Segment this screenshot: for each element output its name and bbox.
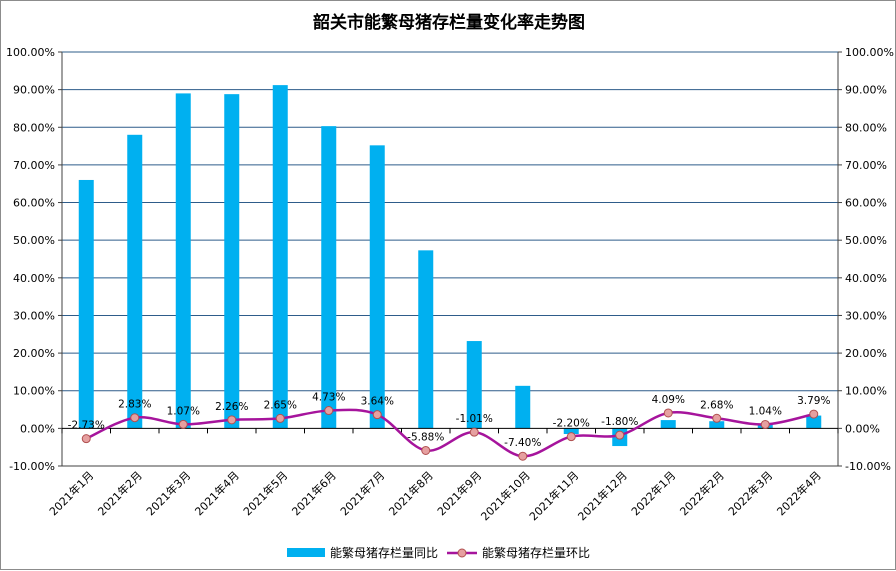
bar-yoy — [515, 385, 531, 429]
marker-mom — [421, 445, 431, 455]
data-label-mom: -2.73% — [68, 420, 105, 432]
x-tick-label: 2022年1月 — [628, 468, 678, 518]
y-tick-right: 50.00% — [845, 234, 887, 247]
bar-yoy — [418, 250, 434, 429]
y-tick-right: 20.00% — [845, 347, 887, 360]
marker-mom — [372, 410, 382, 420]
x-tick-label: 2022年3月 — [725, 468, 775, 518]
data-label-mom: -1.01% — [456, 413, 493, 425]
data-label-mom: 2.68% — [700, 399, 733, 411]
y-tick-right: 80.00% — [845, 121, 887, 134]
bar-yoy — [660, 420, 676, 429]
x-tick-label: 2021年1月 — [46, 468, 96, 518]
data-label-mom: -5.88% — [407, 431, 444, 443]
gridlines — [62, 51, 838, 392]
x-tick-label: 2021年7月 — [337, 468, 387, 518]
x-tick-label: 2021年9月 — [434, 468, 484, 518]
marker-mom — [663, 408, 673, 418]
legend-label-mom: 能繁母猪存栏量环比 — [482, 545, 590, 560]
data-label-mom: 2.83% — [118, 399, 151, 411]
data-label-mom: 2.65% — [264, 399, 297, 411]
y-tick-right: 0.00% — [845, 422, 880, 435]
x-tick-label: 2021年11月 — [526, 468, 581, 523]
y-tick-right: 90.00% — [845, 84, 887, 97]
y-tick-left: 90.00% — [13, 84, 55, 97]
marker-mom — [227, 415, 237, 425]
bar-yoy — [321, 126, 337, 429]
legend-swatch-yoy — [287, 548, 325, 557]
bar-yoy — [563, 428, 579, 435]
line-series — [81, 406, 819, 461]
x-tick-label: 2022年2月 — [677, 468, 727, 518]
marker-mom — [324, 406, 334, 416]
y-tick-left: 70.00% — [13, 159, 55, 172]
y-tick-left: 10.00% — [13, 385, 55, 398]
y-tick-left: 0.00% — [20, 422, 55, 435]
data-label-mom: 4.09% — [652, 394, 685, 406]
marker-mom — [566, 432, 576, 442]
y-tick-right: 10.00% — [845, 385, 887, 398]
y-tick-right: 60.00% — [845, 197, 887, 210]
y-tick-left: 80.00% — [13, 121, 55, 134]
marker-mom — [81, 434, 91, 444]
legend-swatch-mom-marker — [457, 548, 467, 558]
y-tick-right: 70.00% — [845, 159, 887, 172]
y-tick-right: -10.00% — [845, 460, 891, 473]
x-tick-label: 2021年3月 — [143, 468, 193, 518]
bar-yoy — [272, 85, 288, 429]
y-tick-left: 60.00% — [13, 197, 55, 210]
legend: 能繁母猪存栏量同比 能繁母猪存栏量环比 — [287, 545, 590, 560]
data-label-mom: -7.40% — [504, 437, 541, 449]
bar-series — [78, 85, 822, 447]
x-tick-label: 2021年12月 — [575, 468, 630, 523]
line-mom — [85, 408, 815, 458]
bar-yoy — [369, 145, 385, 429]
x-tick-label: 2021年4月 — [192, 468, 242, 518]
bar-yoy — [709, 421, 725, 429]
y-tick-left: -10.00% — [9, 460, 55, 473]
marker-mom — [712, 413, 722, 423]
data-label-mom: 1.07% — [167, 405, 200, 417]
legend-label-yoy: 能繁母猪存栏量同比 — [330, 545, 438, 560]
x-tick-label: 2021年10月 — [478, 468, 533, 523]
y-tick-right: 100.00% — [845, 46, 894, 59]
data-label-mom: 4.73% — [312, 392, 345, 404]
x-tick-label: 2022年4月 — [774, 468, 824, 518]
bar-yoy — [175, 93, 191, 429]
bar-yoy — [466, 341, 482, 429]
marker-mom — [518, 451, 528, 461]
data-label-mom: 3.64% — [361, 396, 394, 408]
data-labels: -2.73% 2.83% 1.07% 2.26% 2.65% 4.73% 3.64% -5.8… — [68, 392, 831, 450]
data-label-mom: -1.80% — [601, 416, 638, 428]
marker-mom — [178, 419, 188, 429]
bar-yoy — [78, 179, 94, 429]
marker-mom — [275, 413, 285, 423]
marker-mom — [760, 419, 770, 429]
bar-yoy — [806, 415, 822, 429]
marker-mom — [130, 413, 140, 423]
y-tick-right: 30.00% — [845, 309, 887, 322]
data-label-mom: 3.79% — [797, 395, 830, 407]
y-tick-left: 30.00% — [13, 309, 55, 322]
x-tick-label: 2021年5月 — [240, 468, 290, 518]
y-tick-right: 40.00% — [845, 272, 887, 285]
x-tick-label: 2021年8月 — [386, 468, 436, 518]
y-tick-left: 40.00% — [13, 272, 55, 285]
data-label-mom: 1.04% — [749, 405, 782, 417]
data-label-mom: 2.26% — [215, 401, 248, 413]
marker-mom — [809, 409, 819, 419]
y-tick-left: 100.00% — [6, 46, 55, 59]
y-tick-left: 20.00% — [13, 347, 55, 360]
marker-mom — [469, 427, 479, 437]
x-tick-label: 2021年2月 — [95, 468, 145, 518]
data-label-mom: -2.20% — [553, 418, 590, 430]
y-tick-left: 50.00% — [13, 234, 55, 247]
chart-title: 韶关市能繁母猪存栏量变化率走势图 — [313, 12, 585, 33]
x-tick-label: 2021年6月 — [289, 468, 339, 518]
bar-yoy — [127, 134, 143, 429]
bar-yoy — [224, 94, 240, 429]
marker-mom — [615, 430, 625, 440]
